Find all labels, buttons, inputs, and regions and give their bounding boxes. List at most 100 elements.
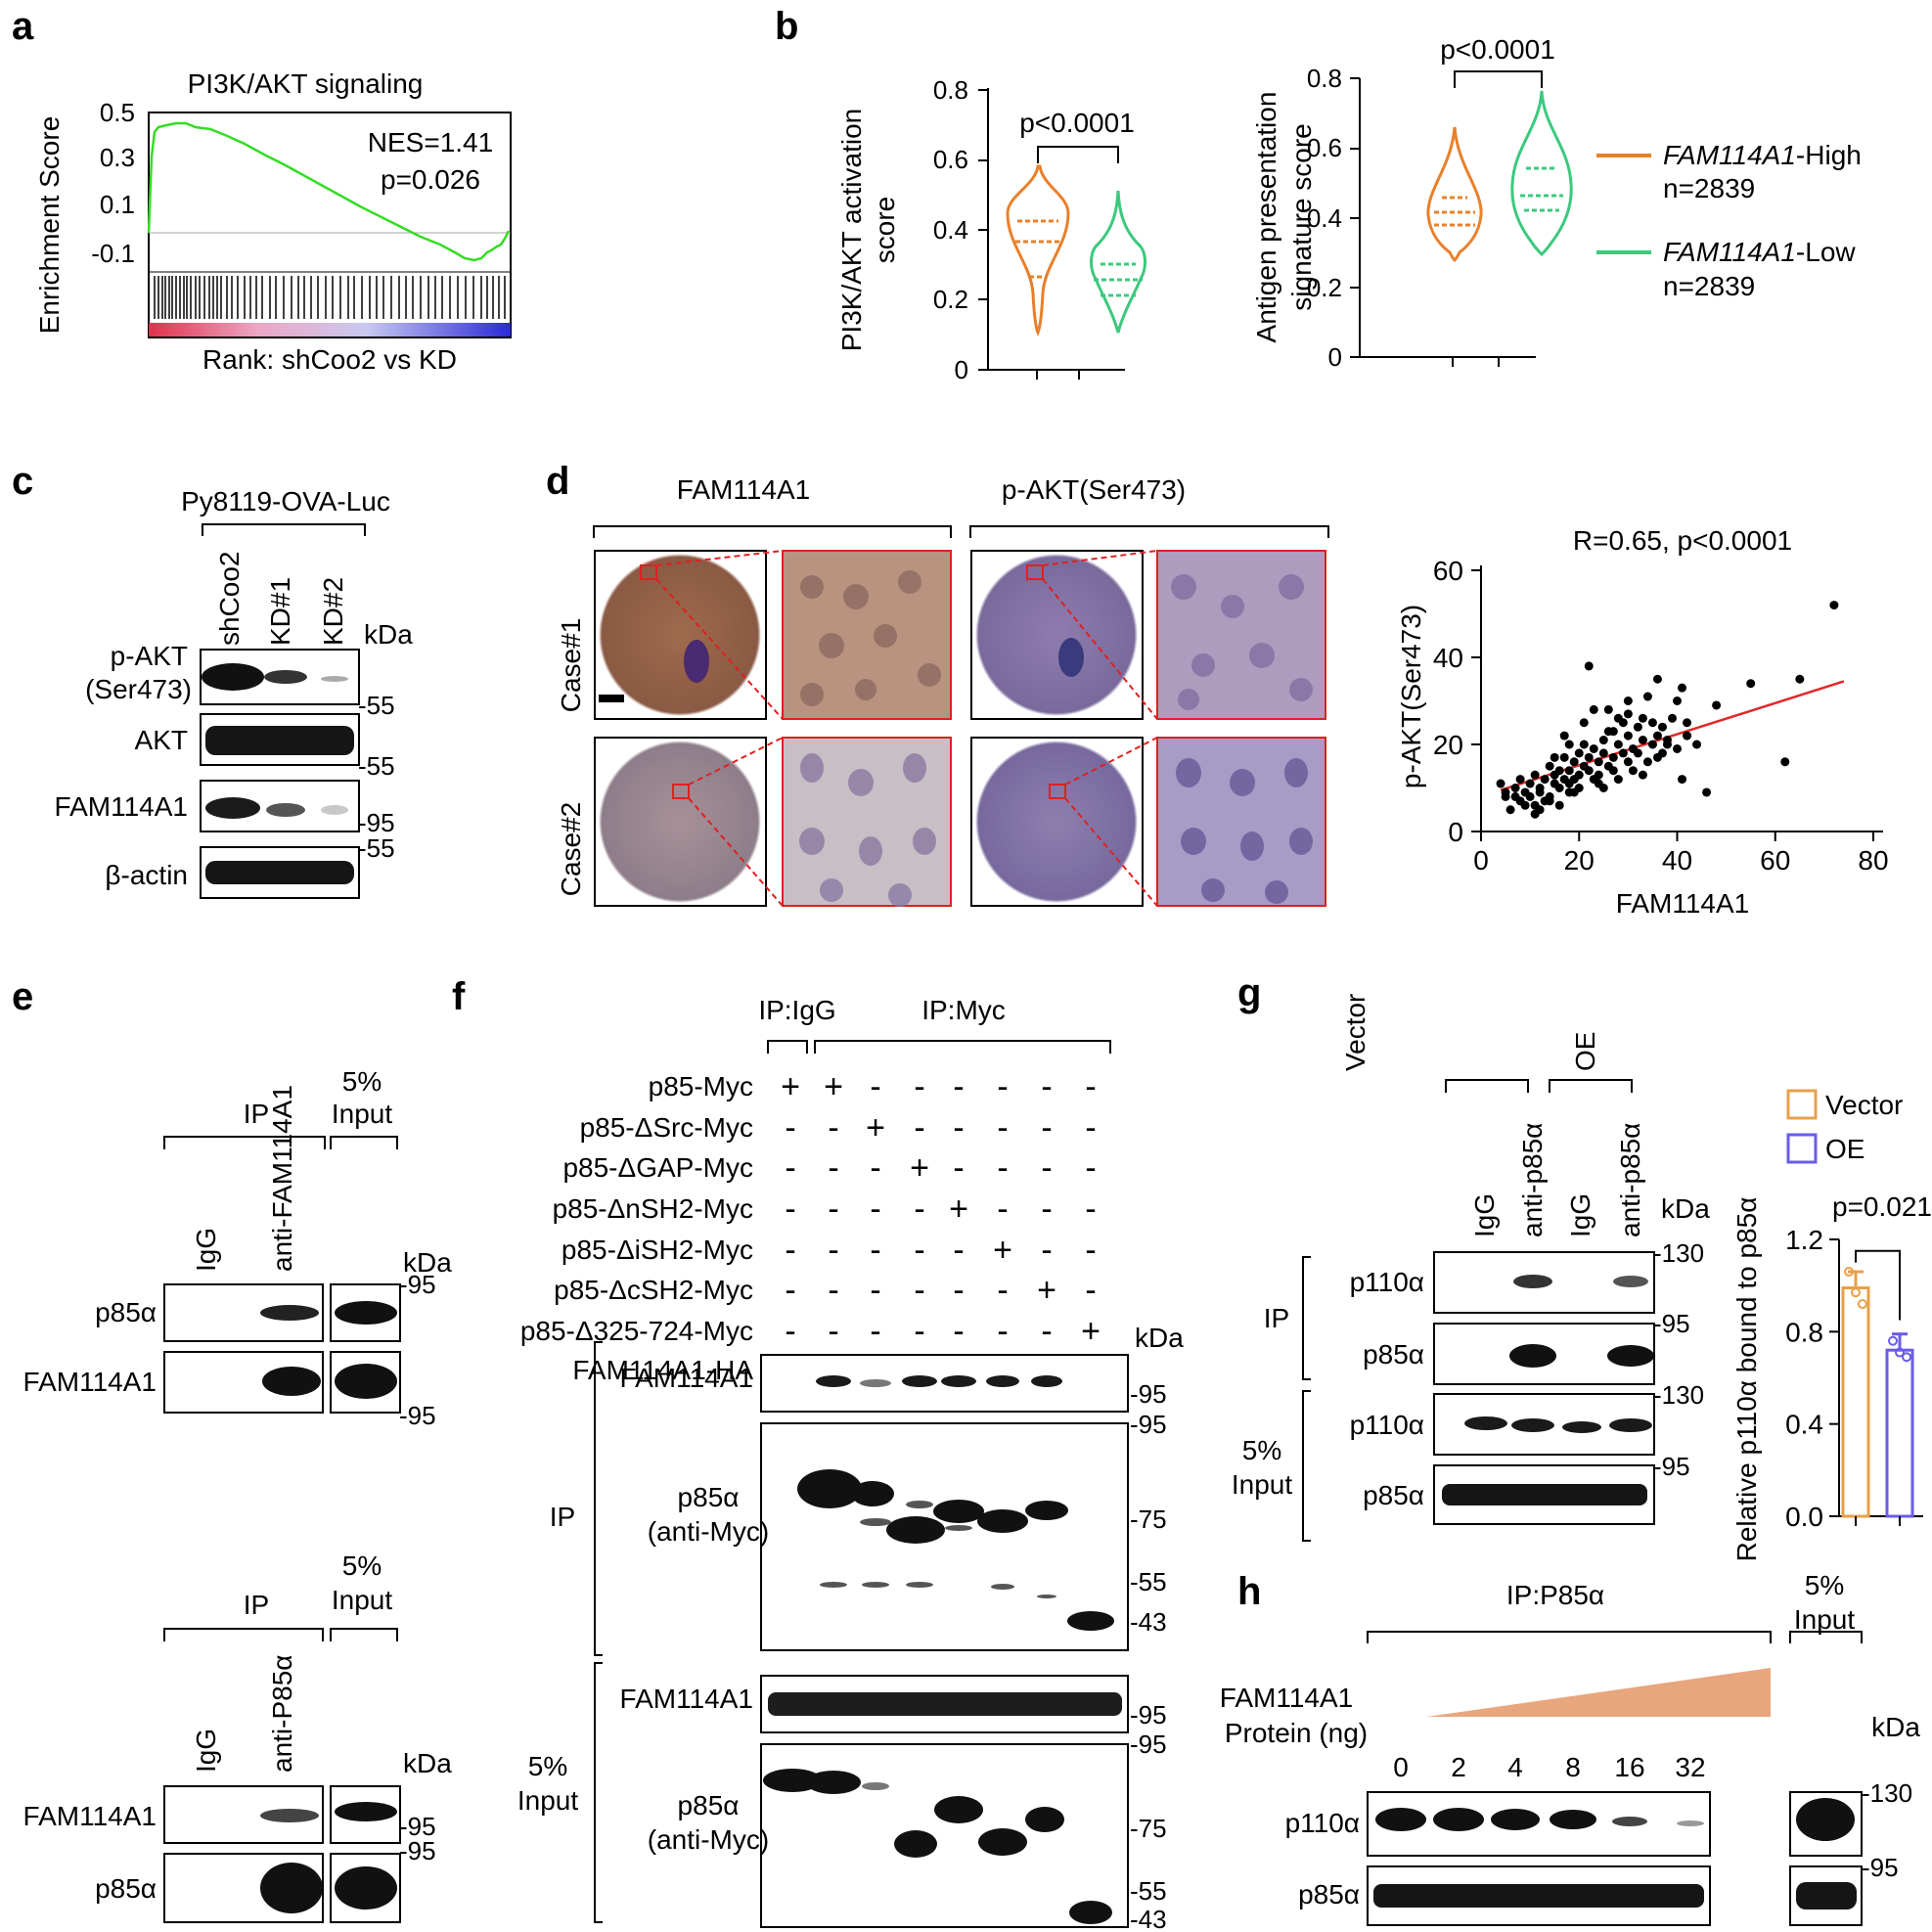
f-matrix-sign: + (910, 1149, 929, 1187)
g-blots (1433, 1251, 1655, 1525)
d-scatter-point (1554, 766, 1564, 776)
gsea-hit-ticks (154, 276, 506, 319)
g-pvalue: p=0.021 (1832, 1191, 1932, 1222)
f-matrix-sign: - (785, 1313, 795, 1350)
f-matrix-sign: + (824, 1068, 843, 1105)
h-marker-1: -95 (1862, 1853, 1899, 1882)
d-scatter-point (1569, 757, 1579, 767)
f-matrix-sign: - (953, 1272, 964, 1309)
c-row-1: AKT (135, 725, 188, 755)
tissue-core-case1-pakt (975, 554, 1138, 716)
a-nes: NES=1.41 (368, 127, 493, 157)
g-legend-vector-swatch (1786, 1089, 1818, 1120)
g-row-1: p85α (1363, 1339, 1424, 1370)
g-lane-0: IgG (1469, 1193, 1500, 1237)
f-matrix-sign: - (870, 1149, 880, 1187)
h-lab-2: Protein (ng) (1225, 1718, 1368, 1748)
legend-high-suffix: -High (1796, 140, 1862, 170)
g-legend-oe-swatch (1786, 1133, 1818, 1164)
f-in-fam: FAM114A1 (620, 1684, 753, 1714)
g-bar-chart: 0.0 0.4 0.8 1.2 (1785, 1225, 1923, 1532)
f-matrix-sign: - (1041, 1191, 1052, 1228)
f-construct-label: p85-ΔnSH2-Myc (553, 1193, 753, 1224)
d-scatter-point (1510, 784, 1520, 792)
d-scatter-point (1657, 722, 1667, 732)
c-marker-0: -55 (358, 691, 395, 720)
c-marker-2: -95 (358, 808, 395, 837)
b-right-ytick-3: 0.2 (1307, 273, 1342, 302)
d-scatter-point (1623, 757, 1633, 767)
f-ip-fam: FAM114A1 (620, 1363, 753, 1393)
e-bot-marker-0: -95 (399, 1812, 436, 1841)
f-matrix-sign: - (828, 1313, 838, 1350)
panel-label-f: f (452, 975, 466, 1018)
d-scatter-point (1608, 727, 1618, 737)
d-scatter-point (1540, 775, 1550, 785)
tissue-core-case2-pakt (975, 741, 1138, 903)
h-amount-0: 0 (1393, 1752, 1409, 1782)
f-input-blots (760, 1675, 1129, 1928)
d-scatter-point (1712, 700, 1722, 710)
a-ytick-1: 0.3 (100, 143, 135, 172)
f-matrix-sign: - (914, 1068, 924, 1105)
f-matrix-sign: - (997, 1272, 1008, 1309)
f-matrix-sign: - (870, 1232, 880, 1269)
f-matrix-sign: - (870, 1191, 880, 1228)
c-blots (200, 649, 360, 899)
b-left-ytick-2: 0.4 (933, 215, 968, 245)
f-matrix-sign: - (1041, 1313, 1052, 1350)
d-scatter-point (1673, 743, 1682, 753)
c-lane-0: shCoo2 (214, 551, 245, 646)
g-bar-point (1844, 1267, 1854, 1278)
d-scatter-point (1692, 740, 1702, 749)
panel-f: f IP:IgG IP:Myc p85-Myc + + - - - - - -p85-ΔSrc-… (452, 975, 1184, 1932)
f-matrix-sign: + (993, 1232, 1012, 1269)
f-matrix-sign: + (866, 1109, 885, 1146)
d-xtick: 60 (1760, 845, 1790, 876)
g-marker-2: -130 (1653, 1380, 1704, 1410)
g-bar-ytick: 0.4 (1785, 1410, 1823, 1440)
d-scatter-point (1795, 674, 1805, 684)
f-matrix-sign: - (1085, 1109, 1096, 1146)
g-bar-point (1888, 1335, 1898, 1346)
f-matrix-sign: - (785, 1272, 795, 1309)
enrichment-curve (147, 121, 511, 262)
panel-b: b 0.8 0.6 0.4 0.2 0 PI3K/AKT activation … (775, 5, 1862, 384)
g-marker-3: -95 (1653, 1452, 1690, 1481)
e-top-lane-1: anti-FAM114A1 (267, 1085, 297, 1272)
c-lane-1: KD#1 (265, 577, 295, 646)
f-matrix-sign: + (1081, 1313, 1101, 1350)
g-row-3: p85α (1363, 1480, 1424, 1510)
c-marker-1: -55 (358, 751, 395, 781)
a-ylabel: Enrichment Score (34, 116, 65, 335)
violin-left (978, 88, 1146, 380)
panel-d: d FAM114A1 p-AKT(Ser473) Case#1 Case#2 (546, 460, 1889, 919)
d-scatter-point (1642, 757, 1652, 767)
c-kda: kDa (364, 619, 413, 650)
g-kda: kDa (1661, 1193, 1710, 1224)
g-ip: IP (1264, 1303, 1289, 1333)
f-matrix-sign: - (870, 1272, 880, 1309)
f-matrix-sign: - (1085, 1232, 1096, 1269)
f-matrix-sign: - (914, 1232, 924, 1269)
d-scatter-title: R=0.65, p<0.0001 (1573, 525, 1792, 556)
f-matrix-sign: - (785, 1109, 795, 1146)
f-ip-myc: IP:Myc (921, 995, 1006, 1025)
d-scatter-point (1633, 722, 1642, 732)
b-left-ylabel-2: score (870, 197, 900, 263)
e-top-input-1: 5% (342, 1066, 382, 1097)
e-bot-kda: kDa (403, 1748, 452, 1778)
g-bar (1841, 1286, 1870, 1518)
b-left-ytick-3: 0.2 (933, 285, 968, 314)
d-scatter-point (1613, 740, 1623, 749)
f-matrix-sign: - (953, 1313, 964, 1350)
e-top-blots (163, 1283, 401, 1414)
d-scatter-point (1623, 696, 1633, 705)
e-top-ip: IP (244, 1099, 269, 1129)
d-header-0: FAM114A1 (677, 474, 810, 505)
d-scatter-point (1642, 692, 1652, 701)
h-amount-2: 4 (1507, 1752, 1523, 1782)
panel-label-h: h (1237, 1570, 1261, 1613)
d-scatter-point (1608, 766, 1618, 776)
d-scatter-point (1584, 752, 1594, 762)
